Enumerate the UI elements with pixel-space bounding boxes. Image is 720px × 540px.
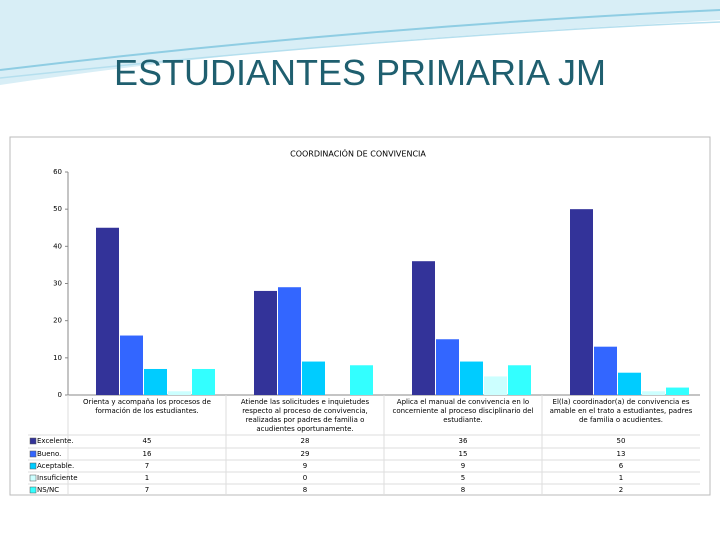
table-value: 1 bbox=[619, 474, 623, 482]
table-value: 50 bbox=[617, 437, 626, 445]
y-tick-label: 60 bbox=[53, 168, 62, 176]
table-value: 45 bbox=[143, 437, 152, 445]
table-value: 7 bbox=[145, 462, 149, 470]
legend-key bbox=[29, 486, 37, 494]
decor-line bbox=[0, 9, 720, 71]
legend-key bbox=[29, 474, 37, 482]
chart-title: COORDINACIÓN DE CONVIVENCIA bbox=[290, 148, 426, 159]
bar bbox=[120, 335, 143, 395]
table-value: 9 bbox=[461, 462, 465, 470]
bar bbox=[460, 361, 483, 395]
bar bbox=[412, 261, 435, 395]
legend-label: Bueno. bbox=[37, 450, 61, 458]
legend-key bbox=[29, 437, 37, 445]
bar bbox=[168, 391, 191, 395]
table-value: 2 bbox=[619, 486, 623, 494]
bar bbox=[254, 290, 277, 395]
legend-label: NS/NC bbox=[37, 486, 59, 494]
table-value: 16 bbox=[143, 450, 152, 458]
bar bbox=[594, 346, 617, 395]
bar bbox=[192, 368, 215, 395]
slide-title: ESTUDIANTES PRIMARIA JM bbox=[113, 52, 607, 93]
bar bbox=[144, 368, 167, 395]
x-tick-label: El(la) coordinador(a) de convivencia es … bbox=[549, 398, 693, 424]
table-value: 15 bbox=[459, 450, 468, 458]
decor-wave bbox=[0, 0, 720, 85]
table-value: 6 bbox=[619, 462, 624, 470]
bar bbox=[618, 372, 641, 395]
bar bbox=[436, 339, 459, 395]
bar bbox=[642, 391, 665, 395]
bar bbox=[302, 361, 325, 395]
x-tick-label: Atiende las solicitudes e inquietudes re… bbox=[240, 398, 370, 433]
bar bbox=[484, 376, 507, 395]
table-value: 9 bbox=[303, 462, 307, 470]
y-tick-label: 30 bbox=[53, 280, 62, 288]
bar bbox=[350, 365, 373, 395]
table-value: 0 bbox=[303, 474, 307, 482]
table-value: 29 bbox=[301, 450, 310, 458]
table-value: 28 bbox=[301, 437, 310, 445]
y-tick-label: 20 bbox=[53, 317, 62, 325]
legend-key bbox=[29, 450, 37, 458]
table-value: 36 bbox=[459, 437, 468, 445]
legend-label: Insuficiente bbox=[37, 474, 78, 482]
table-value: 5 bbox=[461, 474, 465, 482]
bar bbox=[278, 287, 301, 395]
table-value: 8 bbox=[303, 486, 307, 494]
bar bbox=[570, 209, 593, 395]
table-value: 1 bbox=[145, 474, 149, 482]
bar bbox=[508, 365, 531, 395]
y-tick-label: 10 bbox=[53, 354, 62, 362]
x-tick-label: Orienta y acompaña los procesos de forma… bbox=[83, 398, 211, 415]
legend-key bbox=[29, 462, 37, 470]
y-tick-label: 40 bbox=[53, 242, 62, 250]
bar bbox=[96, 227, 119, 395]
x-tick-label: Aplica el manual de convivencia en lo co… bbox=[392, 398, 534, 424]
decor-line bbox=[0, 21, 720, 79]
table-value: 7 bbox=[145, 486, 149, 494]
table-value: 8 bbox=[461, 486, 465, 494]
table-value: 13 bbox=[617, 450, 626, 458]
y-tick-label: 0 bbox=[58, 391, 62, 399]
bar bbox=[666, 387, 689, 395]
y-tick-label: 50 bbox=[53, 205, 62, 213]
legend-label: Aceptable. bbox=[37, 462, 74, 470]
legend-label: Excelente. bbox=[37, 437, 74, 445]
